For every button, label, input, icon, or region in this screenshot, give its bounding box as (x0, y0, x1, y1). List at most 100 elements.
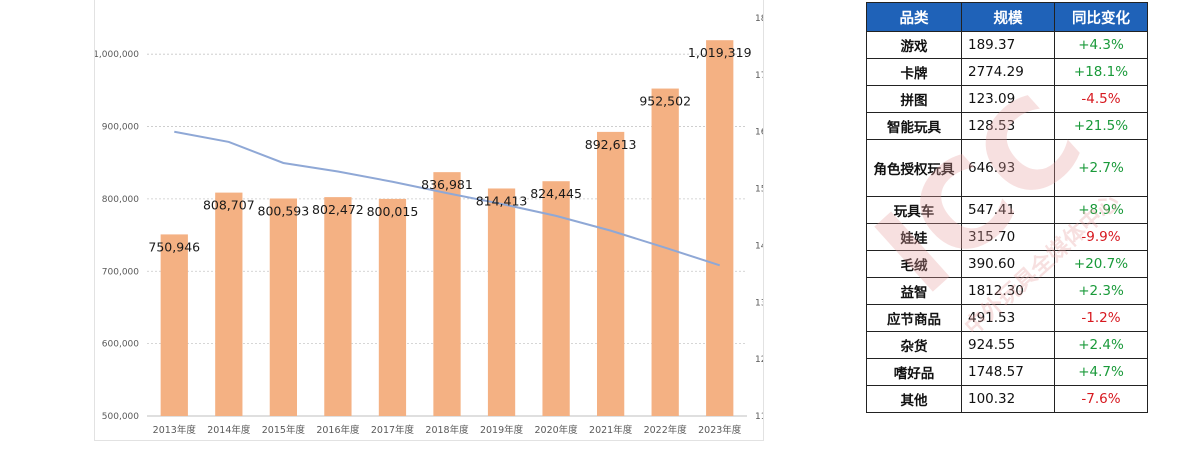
bar (487, 188, 516, 416)
x-axis-tick-label: 2020年度 (534, 424, 578, 436)
bar-data-label: 892,613 (585, 137, 637, 152)
header-category: 品类 (866, 2, 962, 32)
x-axis-tick-label: 2013年度 (153, 424, 197, 436)
header-size: 规模 (961, 2, 1055, 32)
bar (706, 40, 734, 416)
cell-category: 其他 (866, 385, 962, 413)
cell-category: 益智 (866, 277, 962, 305)
cell-change: -7.6% (1054, 385, 1148, 413)
right-axis-tick-label: 14,500 (755, 241, 763, 251)
cell-change: +18.1% (1054, 58, 1148, 86)
table-header-row: 品类 规模 同比变化 (866, 2, 1148, 32)
bar-data-label: 814,413 (476, 193, 528, 208)
cell-size: 189.37 (961, 31, 1055, 59)
cell-category: 卡牌 (866, 58, 962, 86)
cell-category: 嗜好品 (866, 358, 962, 386)
cell-size: 547.41 (961, 196, 1055, 224)
cell-category: 游戏 (866, 31, 962, 59)
bar-data-label: 808,707 (203, 198, 255, 213)
right-axis-tick-label: 11,500 (755, 412, 763, 422)
cell-size: 315.70 (961, 223, 1055, 251)
bar (269, 198, 297, 416)
cell-change: +4.7% (1054, 358, 1148, 386)
bar (378, 198, 407, 416)
bar (215, 192, 243, 416)
right-axis-tick-label: 13,500 (755, 298, 763, 308)
cell-category: 玩具车 (866, 196, 962, 224)
cell-category: 角色授权玩具 (866, 139, 962, 197)
x-axis-tick-label: 2015年度 (262, 424, 306, 436)
right-axis-tick-label: 15,500 (755, 185, 763, 195)
right-axis-tick-label: 18,500 (755, 14, 763, 24)
x-axis-tick-label: 2017年度 (371, 424, 415, 436)
left-axis-tick-label: 1,000,000 (95, 50, 139, 60)
bar (597, 131, 625, 416)
left-axis-tick-label: 800,000 (102, 195, 139, 205)
table-row: 杂货 924.55 +2.4% (866, 331, 1148, 359)
cell-category: 毛绒 (866, 250, 962, 278)
combo-chart: 500,000 600,000 700,000 800,000 900,000 1,000… (95, 14, 763, 436)
table-row: 角色授权玩具 646.93 +2.7% (866, 139, 1148, 197)
table-row: 毛绒 390.60 +20.7% (866, 250, 1148, 278)
left-axis-tick-label: 600,000 (102, 340, 139, 350)
bar (324, 197, 352, 416)
cell-change: +2.4% (1054, 331, 1148, 359)
cell-change: +2.7% (1054, 139, 1148, 197)
x-axis-tick-label: 2018年度 (425, 424, 469, 436)
table-row: 娃娃 315.70 -9.9% (866, 223, 1148, 251)
cell-change: -1.2% (1054, 304, 1148, 332)
cell-size: 390.60 (961, 250, 1055, 278)
left-axis-tick-label: 500,000 (102, 412, 139, 422)
cell-size: 123.09 (961, 85, 1055, 113)
cell-change: +21.5% (1054, 112, 1148, 140)
bar-data-label: 800,593 (258, 203, 310, 218)
left-axis-tick-label: 900,000 (102, 123, 139, 133)
bar (160, 234, 188, 416)
bar-data-label: 824,445 (530, 186, 582, 201)
bar-data-label: 750,946 (148, 239, 200, 254)
cell-category: 娃娃 (866, 223, 962, 251)
table-row: 拼图 123.09 -4.5% (866, 85, 1148, 113)
x-axis-tick-label: 2023年度 (698, 424, 742, 436)
bar-data-label: 800,015 (367, 204, 419, 219)
right-axis-tick-label: 17,500 (755, 71, 763, 81)
table-row: 玩具车 547.41 +8.9% (866, 196, 1148, 224)
cell-category: 智能玩具 (866, 112, 962, 140)
cell-category: 应节商品 (866, 304, 962, 332)
cell-size: 1748.57 (961, 358, 1055, 386)
cell-category: 拼图 (866, 85, 962, 113)
table-row: 智能玩具 128.53 +21.5% (866, 112, 1148, 140)
x-axis-tick-label: 2016年度 (316, 424, 360, 436)
bar-data-label: 836,981 (421, 177, 473, 192)
cell-change: +20.7% (1054, 250, 1148, 278)
table-row: 其他 100.32 -7.6% (866, 385, 1148, 413)
bar (651, 88, 679, 416)
cell-change: +8.9% (1054, 196, 1148, 224)
cell-size: 491.53 (961, 304, 1055, 332)
cell-change: -9.9% (1054, 223, 1148, 251)
bar-data-label: 1,019,319 (688, 45, 752, 60)
right-axis-tick-label: 16,500 (755, 128, 763, 138)
bar-data-label: 952,502 (639, 94, 691, 109)
x-axis-tick-label: 2014年度 (207, 424, 251, 436)
chart-area: 500,000 600,000 700,000 800,000 900,000 1,000… (94, 0, 764, 441)
right-axis-tick-label: 12,500 (755, 355, 763, 365)
cell-change: +2.3% (1054, 277, 1148, 305)
cell-change: -4.5% (1054, 85, 1148, 113)
cell-size: 100.32 (961, 385, 1055, 413)
table-row: 游戏 189.37 +4.3% (866, 31, 1148, 59)
cell-category: 杂货 (866, 331, 962, 359)
table-row: 益智 1812.30 +2.3% (866, 277, 1148, 305)
line-series (174, 130, 721, 267)
table-row: 卡牌 2774.29 +18.1% (866, 58, 1148, 86)
x-axis-tick-label: 2022年度 (644, 424, 688, 436)
cell-size: 1812.30 (961, 277, 1055, 305)
cell-size: 924.55 (961, 331, 1055, 359)
category-table: 品类 规模 同比变化 游戏 189.37 +4.3% 卡牌 2774.29 +18.1% 拼… (866, 2, 1148, 413)
x-axis-tick-label: 2019年度 (480, 424, 524, 436)
bar (542, 181, 570, 416)
header-change: 同比变化 (1054, 2, 1148, 32)
left-axis-tick-label: 700,000 (102, 267, 139, 277)
cell-change: +4.3% (1054, 31, 1148, 59)
bar-data-label: 802,472 (312, 202, 364, 217)
